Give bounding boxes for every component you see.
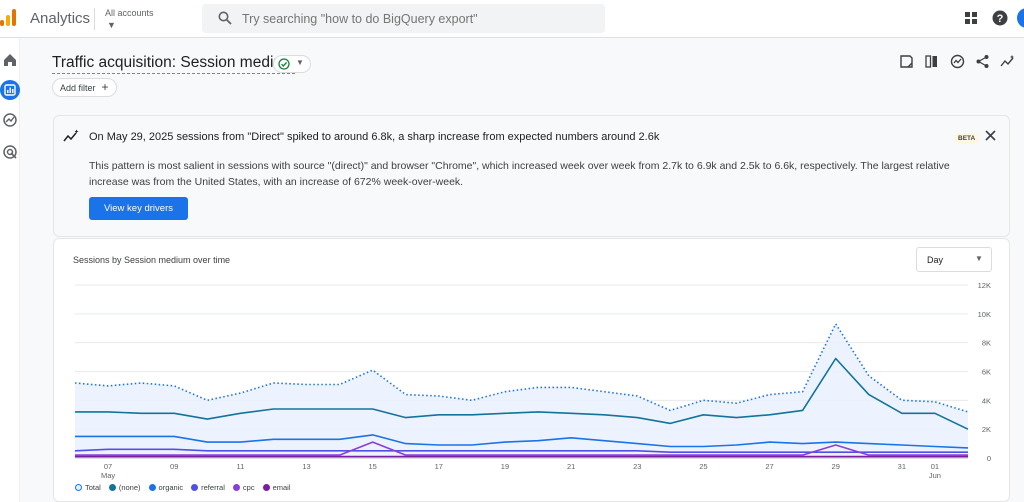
chevron-down-icon: ▼ xyxy=(975,254,983,263)
check-circle-icon xyxy=(278,58,290,70)
legend-item[interactable]: organic xyxy=(148,481,184,493)
legend-label: email xyxy=(272,482,291,492)
chart-legend: Total (none) organic referral cpc email xyxy=(75,481,291,493)
x-tick-label: 09 xyxy=(170,462,178,471)
x-tick-label: 27 xyxy=(765,462,773,471)
x-tick-sublabel: May xyxy=(101,471,115,480)
y-tick-label: 10K xyxy=(978,310,991,319)
series-area-Total xyxy=(75,323,968,458)
x-tick-label: 25 xyxy=(699,462,707,471)
granularity-value: Day xyxy=(927,255,944,265)
trend-sparkle-icon[interactable] xyxy=(1000,54,1015,69)
chart-card: Sessions by Session medium over time Day… xyxy=(53,238,1010,502)
search-input[interactable] xyxy=(242,12,582,26)
legend-swatch xyxy=(232,483,240,491)
legend-label: cpc xyxy=(242,482,255,492)
apps-grid-icon[interactable] xyxy=(963,10,979,26)
legend-label: (none) xyxy=(118,482,141,492)
legend-item[interactable]: cpc xyxy=(232,481,255,493)
reports-icon[interactable] xyxy=(2,82,18,98)
anomaly-insight-card: On May 29, 2025 sessions from "Direct" s… xyxy=(53,115,1010,237)
x-tick-label: 17 xyxy=(435,462,443,471)
legend-swatch xyxy=(262,483,270,491)
chart-title: Sessions by Session medium over time xyxy=(73,255,231,265)
title-status-dropdown[interactable]: ▼ xyxy=(273,55,311,73)
y-tick-label: 12K xyxy=(978,281,991,290)
home-icon[interactable] xyxy=(2,52,18,68)
series-line-Total xyxy=(74,323,969,413)
help-icon[interactable]: ? xyxy=(992,10,1008,26)
side-nav xyxy=(0,38,20,502)
top-bar: Analytics All accounts ▼ ? xyxy=(0,0,1024,38)
main-content: Traffic acquisition: Session medium ▼ Ad… xyxy=(20,38,1024,502)
account-caret-icon[interactable]: ▼ xyxy=(107,20,116,30)
svg-text:?: ? xyxy=(997,13,1004,25)
chevron-down-icon: ▼ xyxy=(296,58,304,67)
series-line-none xyxy=(75,357,969,430)
plus-icon: + xyxy=(101,80,109,94)
x-tick-sublabel: Jun xyxy=(929,471,941,480)
y-tick-label: 0 xyxy=(987,454,991,463)
add-filter-label: Add filter xyxy=(60,83,96,93)
beta-badge: BETA xyxy=(954,133,980,144)
x-tick-label: 21 xyxy=(567,462,575,471)
account-selector[interactable]: All accounts xyxy=(105,8,154,18)
add-filter-button[interactable]: Add filter + xyxy=(52,78,117,97)
x-tick-label: 13 xyxy=(302,462,310,471)
avatar[interactable] xyxy=(1017,8,1024,28)
legend-item[interactable]: referral xyxy=(191,481,225,493)
y-tick-label: 6K xyxy=(982,368,991,377)
x-tick-label: 23 xyxy=(633,462,641,471)
y-tick-label: 4K xyxy=(982,396,991,405)
x-tick-label: 19 xyxy=(501,462,509,471)
advertising-icon[interactable] xyxy=(2,144,18,160)
view-key-drivers-button[interactable]: View key drivers xyxy=(89,197,188,220)
share-icon[interactable] xyxy=(975,54,990,69)
x-tick-label: 07 xyxy=(104,462,112,471)
y-tick-label: 2K xyxy=(982,425,991,434)
analytics-logo-icon[interactable] xyxy=(0,8,20,28)
granularity-select[interactable]: Day ▼ xyxy=(916,247,992,272)
legend-swatch xyxy=(191,483,199,491)
legend-label: referral xyxy=(201,482,225,492)
y-tick-label: 8K xyxy=(982,339,991,348)
x-tick-label: 15 xyxy=(368,462,376,471)
insight-body: This pattern is most salient in sessions… xyxy=(89,160,950,188)
divider xyxy=(94,8,95,30)
insights-icon[interactable] xyxy=(950,54,965,69)
explore-icon[interactable] xyxy=(2,112,18,128)
app-name: Analytics xyxy=(30,10,91,27)
x-tick-label: 11 xyxy=(236,462,244,471)
trend-sparkle-icon xyxy=(63,129,79,142)
legend-item[interactable]: email xyxy=(262,481,291,493)
x-tick-label: 31 xyxy=(898,462,906,471)
legend-item[interactable]: (none) xyxy=(108,481,141,493)
close-icon[interactable] xyxy=(985,130,996,141)
insight-headline: On May 29, 2025 sessions from "Direct" s… xyxy=(89,131,660,143)
x-tick-label: 01 xyxy=(931,462,939,471)
x-tick-label: 29 xyxy=(832,462,840,471)
legend-swatch xyxy=(148,483,156,491)
series-line-organic xyxy=(75,434,969,449)
page-title: Traffic acquisition: Session medium xyxy=(52,54,295,74)
legend-swatch xyxy=(108,483,116,491)
search-icon xyxy=(218,11,232,25)
series-line-referral xyxy=(74,448,968,453)
search-bar[interactable] xyxy=(202,4,605,33)
legend-item[interactable]: Total xyxy=(75,481,101,493)
edit-report-icon[interactable] xyxy=(899,54,914,69)
legend-swatch xyxy=(75,483,82,491)
legend-label: organic xyxy=(158,482,184,492)
series-line-cpc xyxy=(75,441,968,456)
legend-label: Total xyxy=(85,482,101,492)
compare-icon[interactable] xyxy=(924,54,939,69)
